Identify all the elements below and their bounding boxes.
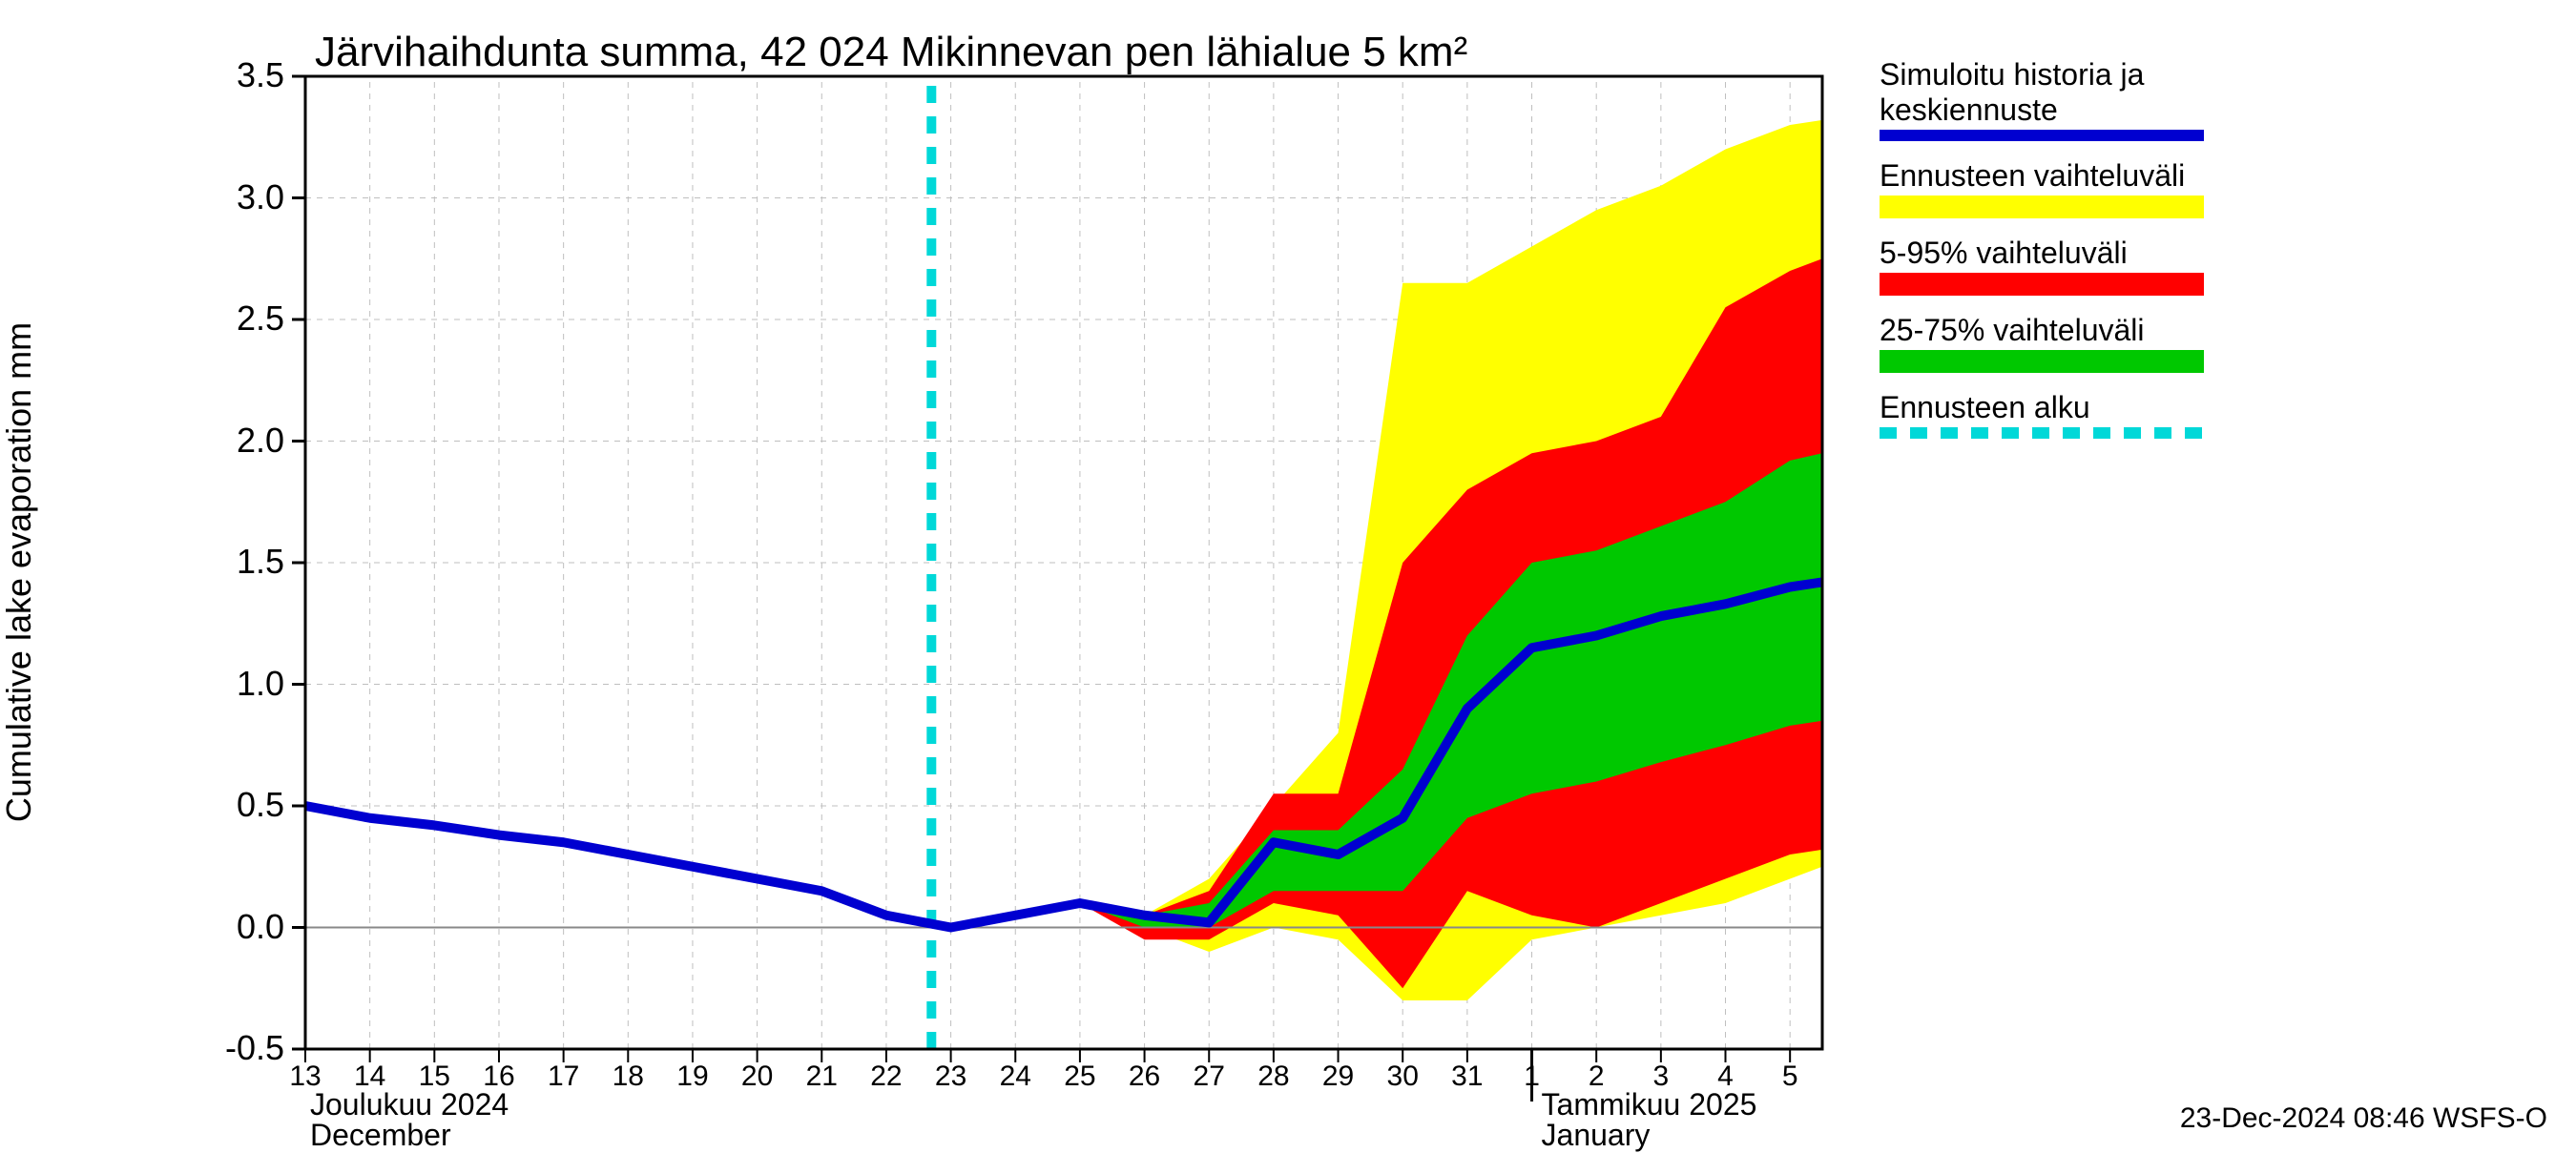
legend-label: keskiennuste — [1880, 93, 2223, 128]
y-tick: 3.5 — [237, 55, 284, 95]
x-tick: 30 — [1387, 1060, 1419, 1093]
month-dec-en: December — [310, 1118, 451, 1153]
x-tick: 22 — [870, 1060, 902, 1093]
x-tick: 28 — [1257, 1060, 1289, 1093]
legend-label: 25-75% vaihteluväli — [1880, 313, 2223, 348]
x-tick: 25 — [1064, 1060, 1095, 1093]
footer-timestamp: 23-Dec-2024 08:46 WSFS-O — [2180, 1102, 2547, 1135]
x-tick: 17 — [548, 1060, 579, 1093]
y-tick: 2.5 — [237, 299, 284, 339]
y-tick: -0.5 — [225, 1028, 284, 1068]
legend: Simuloitu historia jakeskiennuste Ennuste… — [1880, 57, 2223, 456]
y-tick: 3.0 — [237, 177, 284, 217]
y-tick: 1.5 — [237, 542, 284, 582]
legend-label: Simuloitu historia ja — [1880, 57, 2223, 93]
legend-label: Ennusteen vaihteluväli — [1880, 158, 2223, 194]
x-tick: 27 — [1194, 1060, 1225, 1093]
x-tick: 29 — [1322, 1060, 1354, 1093]
y-tick: 1.0 — [237, 664, 284, 704]
y-tick: 2.0 — [237, 421, 284, 461]
legend-item: Ennusteen alku — [1880, 390, 2223, 439]
legend-swatch — [1880, 130, 2204, 141]
legend-swatch — [1880, 196, 2204, 218]
x-tick: 1 — [1524, 1060, 1540, 1093]
y-tick: 0.5 — [237, 785, 284, 825]
legend-swatch — [1880, 350, 2204, 373]
x-tick: 21 — [806, 1060, 838, 1093]
x-tick: 5 — [1782, 1060, 1798, 1093]
legend-item: 5-95% vaihteluväli — [1880, 236, 2223, 296]
legend-item: Ennusteen vaihteluväli — [1880, 158, 2223, 218]
legend-swatch — [1880, 427, 2204, 439]
legend-label: 5-95% vaihteluväli — [1880, 236, 2223, 271]
y-tick: 0.0 — [237, 907, 284, 947]
legend-swatch — [1880, 273, 2204, 296]
x-tick: 24 — [1000, 1060, 1031, 1093]
chart-container: Cumulative lake evaporation mm Järvihaih… — [0, 0, 2576, 1144]
x-tick: 19 — [676, 1060, 708, 1093]
month-jan-en: January — [1542, 1118, 1651, 1153]
legend-item: 25-75% vaihteluväli — [1880, 313, 2223, 373]
legend-item: Simuloitu historia jakeskiennuste — [1880, 57, 2223, 141]
x-tick: 20 — [741, 1060, 773, 1093]
x-tick: 26 — [1129, 1060, 1160, 1093]
x-tick: 31 — [1451, 1060, 1483, 1093]
x-tick: 23 — [935, 1060, 966, 1093]
legend-label: Ennusteen alku — [1880, 390, 2223, 425]
x-tick: 18 — [613, 1060, 644, 1093]
